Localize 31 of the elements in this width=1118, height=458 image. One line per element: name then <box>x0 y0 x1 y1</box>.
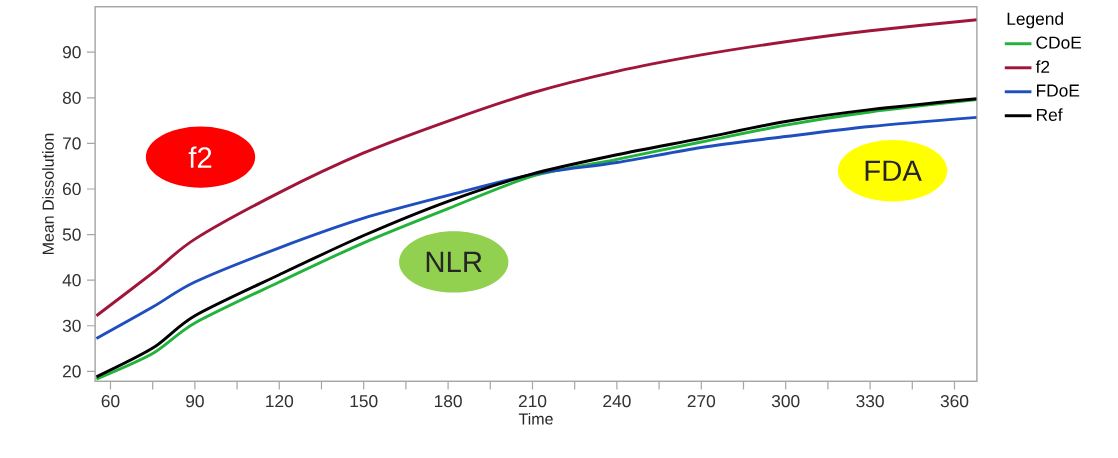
y-axis-title: Mean Dissolution <box>42 133 54 255</box>
x-tick-label: 240 <box>603 395 631 408</box>
annotation: NLR <box>426 251 482 273</box>
legend-label: Ref <box>1037 108 1063 121</box>
y-tick-label: 30 <box>62 319 81 332</box>
x-tick-label: 180 <box>434 395 462 408</box>
legend-label: FDoE <box>1037 84 1080 97</box>
x-axis-title: Time <box>518 412 553 425</box>
legend-label: CDoE <box>1036 36 1082 49</box>
annotation: f2 <box>188 146 212 168</box>
line-series <box>95 18 977 318</box>
y-tick-label: 90 <box>62 46 81 59</box>
x-tick-label: 270 <box>687 395 716 408</box>
x-tick-label: 360 <box>940 395 969 408</box>
y-tick-label: 20 <box>63 365 81 378</box>
y-tick-label: 40 <box>62 274 81 287</box>
y-tick-label: 50 <box>62 228 81 241</box>
y-tick-label: 80 <box>62 91 81 104</box>
x-tick-label: 210 <box>518 395 547 408</box>
x-tick-label: 120 <box>266 395 294 408</box>
x-tick-label: 150 <box>350 395 378 408</box>
annotation: FDA <box>865 160 922 181</box>
legend-title: Legend <box>1007 12 1063 29</box>
x-tick-label: 300 <box>771 395 800 408</box>
x-tick-label: 330 <box>856 395 884 408</box>
x-tick-label: 60 <box>101 395 120 408</box>
x-tick-label: 90 <box>186 395 204 408</box>
y-tick-label: 70 <box>63 137 81 150</box>
y-tick-label: 60 <box>63 182 81 196</box>
line-series <box>95 115 977 341</box>
legend-label: f2 <box>1035 60 1050 73</box>
